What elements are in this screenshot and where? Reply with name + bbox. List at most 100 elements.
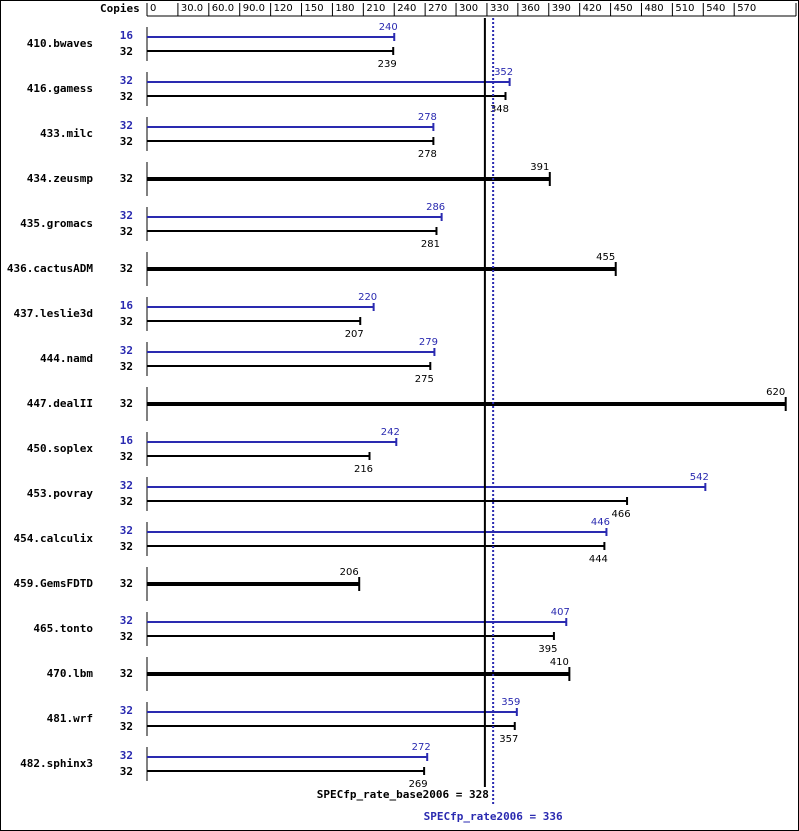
x-tick-label: 480 [644,3,663,14]
benchmark-label: 459.GemsFDTD [14,577,94,590]
peak-summary-label: SPECfp_rate2006 = 336 [424,810,563,823]
benchmark-label: 454.calculix [14,532,94,545]
value-label: 220 [358,292,377,303]
copies-label: 32 [120,540,133,553]
benchmark-label: 436.cactusADM [7,262,93,275]
copies-label: 32 [120,749,133,762]
benchmark-label: 433.milc [40,127,93,140]
x-tick-label: 330 [490,3,509,14]
x-tick-label: 120 [274,3,293,14]
value-label: 542 [690,472,709,483]
value-label: 269 [409,779,428,790]
value-label: 620 [766,387,785,398]
benchmark-label: 437.leslie3d [14,307,93,320]
x-tick-label: 420 [583,3,602,14]
value-label: 286 [426,202,445,213]
x-tick-label: 540 [706,3,725,14]
value-label: 466 [612,509,631,520]
copies-label: 32 [120,360,133,373]
x-tick-label: 570 [737,3,756,14]
copies-label: 32 [120,90,133,103]
copies-label: 32 [120,479,133,492]
benchmark-label: 465.tonto [33,622,93,635]
value-label: 279 [419,337,438,348]
x-tick-label: 270 [428,3,447,14]
x-tick-label: 300 [459,3,478,14]
copies-label: 32 [120,720,133,733]
benchmark-label: 444.namd [40,352,93,365]
copies-label: 32 [120,225,133,238]
copies-label: 16 [120,434,134,447]
value-label: 278 [418,112,437,123]
x-tick-label: 240 [397,3,416,14]
value-label: 239 [378,59,397,70]
value-label: 206 [340,567,359,578]
benchmark-label: 450.soplex [27,442,94,455]
value-label: 444 [589,554,608,565]
value-label: 216 [354,464,373,475]
copies-label: 32 [120,765,133,778]
benchmark-label: 416.gamess [27,82,93,95]
x-tick-label: 450 [614,3,633,14]
value-label: 207 [345,329,364,340]
copies-label: 16 [120,29,134,42]
copies-label: 32 [120,450,133,463]
x-tick-label: 0 [150,3,156,14]
copies-label: 32 [120,172,133,185]
value-label: 281 [421,239,440,250]
benchmark-label: 434.zeusmp [27,172,94,185]
copies-label: 32 [120,524,133,537]
value-label: 352 [494,67,513,78]
benchmark-label: 481.wrf [47,712,93,725]
copies-label: 32 [120,209,133,222]
copies-label: 32 [120,74,133,87]
x-tick-label: 150 [305,3,324,14]
x-tick-label: 390 [552,3,571,14]
x-tick-label: 210 [366,3,385,14]
copies-header: Copies [100,2,140,15]
copies-label: 32 [120,630,133,643]
value-label: 272 [412,742,431,753]
copies-label: 16 [120,299,134,312]
value-label: 446 [591,517,610,528]
copies-label: 32 [120,577,133,590]
x-tick-label: 30.0 [181,3,203,14]
value-label: 455 [596,252,615,263]
value-label: 391 [530,162,549,173]
value-label: 359 [501,697,520,708]
x-tick-label: 90.0 [243,3,265,14]
base-summary-label: SPECfp_rate_base2006 = 328 [317,788,489,801]
copies-label: 32 [120,315,133,328]
copies-label: 32 [120,397,133,410]
value-label: 348 [490,104,509,115]
value-label: 395 [538,644,557,655]
copies-label: 32 [120,614,133,627]
copies-label: 32 [120,135,133,148]
value-label: 240 [379,22,398,33]
copies-label: 32 [120,344,133,357]
copies-label: 32 [120,119,133,132]
value-label: 357 [499,734,518,745]
x-tick-label: 180 [335,3,354,14]
benchmark-label: 435.gromacs [20,217,93,230]
value-label: 278 [418,149,437,160]
value-label: 407 [551,607,570,618]
x-tick-label: 510 [675,3,694,14]
benchmark-label: 470.lbm [47,667,94,680]
benchmark-label: 410.bwaves [27,37,93,50]
benchmark-label: 482.sphinx3 [20,757,93,770]
copies-label: 32 [120,667,133,680]
copies-label: 32 [120,495,133,508]
benchmark-label: 453.povray [27,487,94,500]
copies-label: 32 [120,45,133,58]
value-label: 275 [415,374,434,385]
x-tick-label: 60.0 [212,3,234,14]
benchmark-label: 447.dealII [27,397,93,410]
value-label: 410 [550,657,569,668]
copies-label: 32 [120,262,133,275]
copies-label: 32 [120,704,133,717]
value-label: 242 [381,427,400,438]
x-tick-label: 360 [521,3,540,14]
